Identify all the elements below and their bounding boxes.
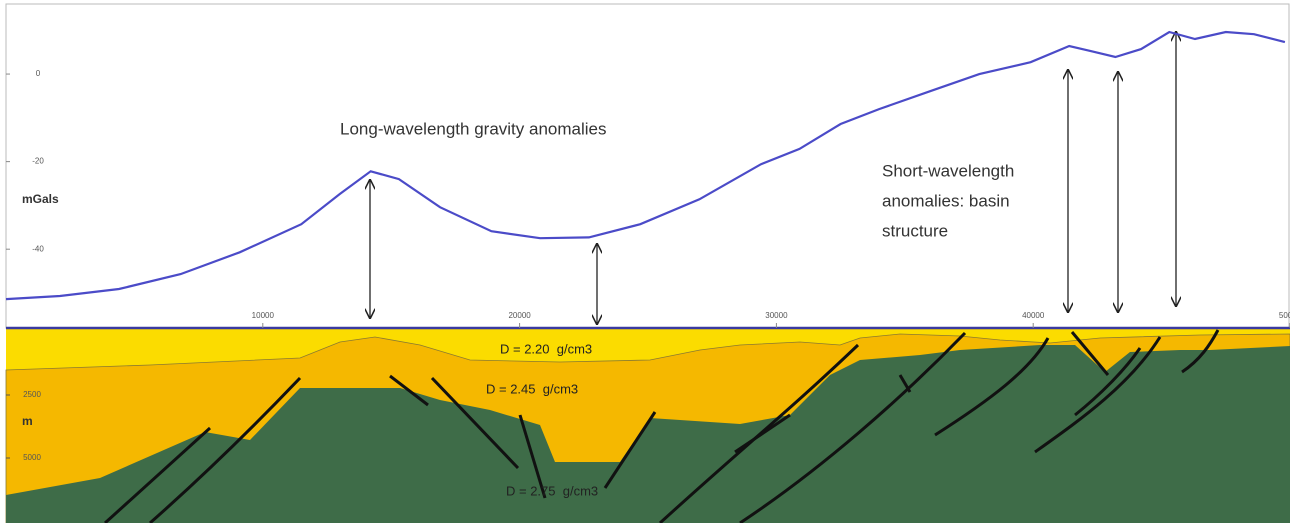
figure: mGals m 0 -20 -40 10000 20000 30000 40000 50000… xyxy=(0,0,1290,523)
y-tick-label: 2500 xyxy=(23,390,41,399)
cross-section-panel xyxy=(6,329,1290,523)
annotation: Short-wavelength xyxy=(882,161,1014,180)
x-tick-label: 50000 xyxy=(1279,311,1290,320)
density-label: D = 2.20 g/cm3 xyxy=(500,341,592,356)
y-tick-label: 5000 xyxy=(23,453,41,462)
x-tick-label: 40000 xyxy=(1022,311,1045,320)
x-tick-label: 30000 xyxy=(765,311,788,320)
x-tick-label: 10000 xyxy=(252,311,275,320)
y-axis-label: mGals xyxy=(22,192,59,206)
y-tick-label: -20 xyxy=(32,157,44,166)
density-label: D = 2.75 g/cm3 xyxy=(506,483,598,498)
annotation: anomalies: basin xyxy=(882,191,1010,210)
y-tick-label: 0 xyxy=(36,69,41,78)
annotation: structure xyxy=(882,221,948,240)
y-tick-label: -40 xyxy=(32,244,44,253)
density-label: D = 2.45 g/cm3 xyxy=(486,381,578,396)
annotation: Long-wavelength gravity anomalies xyxy=(340,119,607,138)
x-tick-label: 20000 xyxy=(508,311,531,320)
y-axis-label: m xyxy=(22,414,33,428)
